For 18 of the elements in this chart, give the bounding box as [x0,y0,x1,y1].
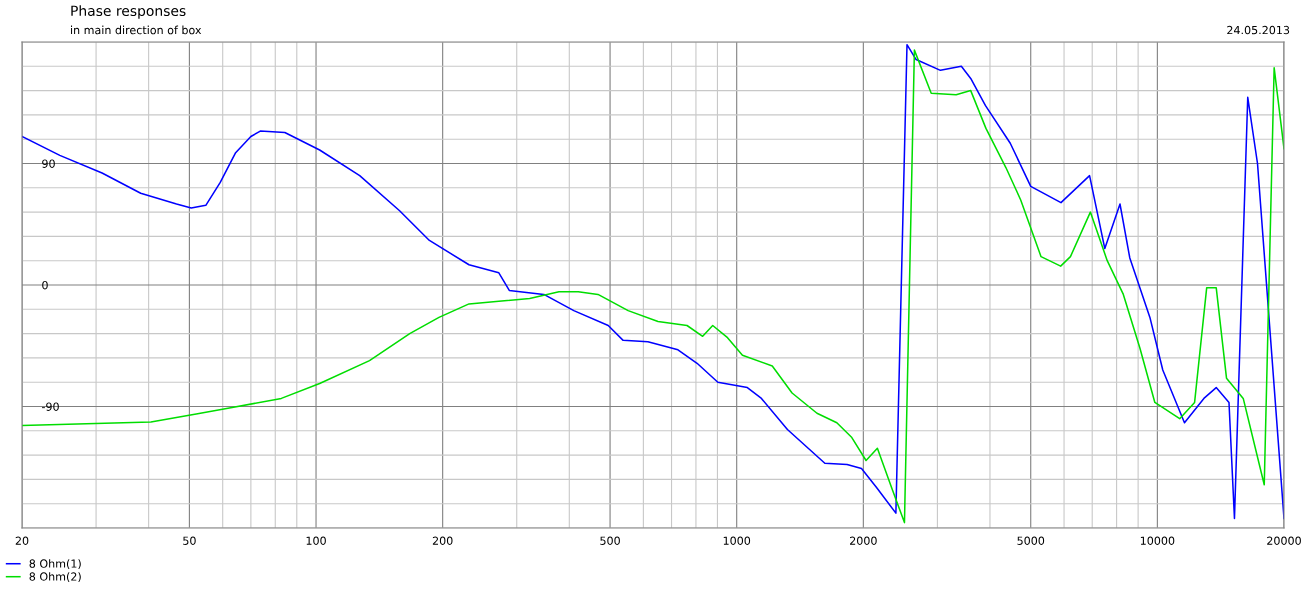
x-tick-label: 20 [15,536,29,545]
chart-subtitle: in main direction of box [71,25,202,35]
y-tick-label: -90 [41,402,59,411]
x-tick-label: 200 [432,536,453,545]
x-tick-label: 20000 [1267,536,1301,545]
x-tick-label: 10000 [1140,536,1175,545]
chart-title: Phase responses [71,5,186,19]
x-tick-label: 1000 [723,536,751,545]
x-tick-label: 500 [600,536,620,545]
x-tick-label: 50 [183,536,196,545]
y-tick-label: 90 [42,159,55,168]
x-tick-label: 5000 [1017,536,1045,545]
x-tick-label: 2000 [850,536,877,545]
legend-label: 8 Ohm(1) [29,559,81,570]
text: 24.05.2013 [1227,25,1290,35]
legend-label: 8 Ohm(2) [29,572,81,583]
y-tick-label: 0 [42,280,48,290]
x-tick-label: 100 [306,536,326,545]
